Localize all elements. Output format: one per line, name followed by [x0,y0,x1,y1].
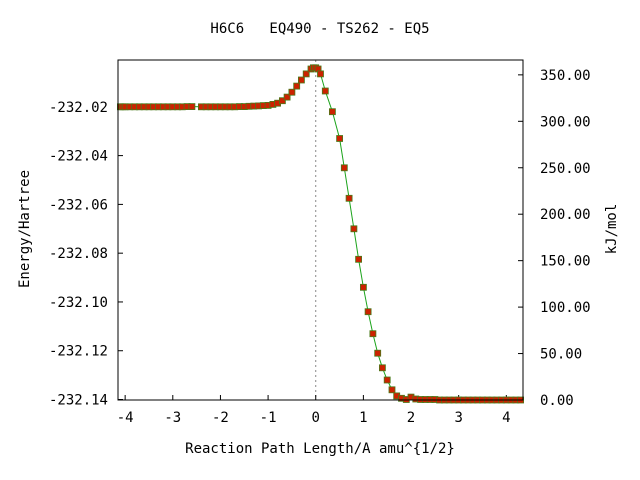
x-tick-label: -4 [117,410,134,426]
x-tick-label: 0 [312,410,320,426]
data-point [293,82,301,90]
data-point [364,308,372,316]
y-tick-label: -232.10 [49,295,108,311]
y2-tick-label: 150.00 [540,254,591,270]
data-point [355,255,363,263]
data-point [302,70,310,78]
y2-tick-label: 300.00 [540,114,591,130]
y-tick-label: -232.06 [49,197,108,213]
data-point [278,97,286,105]
data-point [345,194,353,202]
data-point [328,108,336,116]
chart-title: H6C6 EQ490 - TS262 - EQ5 [210,21,429,37]
data-point [317,70,324,78]
x-tick-label: 2 [407,410,415,426]
data-point [288,88,296,96]
x-ticks: -4 -3 -2 -1 0 1 2 3 4 [117,395,511,426]
data-point [369,330,377,338]
x-tick-label: 3 [454,410,462,426]
y2-tick-label: 100.00 [540,300,591,316]
x-tick-label: -1 [260,410,277,426]
data-point [340,164,348,172]
y2-tick-label: 0.00 [540,393,574,409]
x-tick-label: -2 [212,410,229,426]
y2-tick-label: 50.00 [540,347,582,363]
data-point [383,376,391,384]
data-point [336,135,344,142]
data-point [297,76,305,84]
y-ticks-left: -232.02 -232.04 -232.06 -232.08 -232.10 -232.… [49,100,123,409]
y-tick-label: -232.14 [49,393,108,409]
y-tick-label: -232.08 [49,246,108,262]
data-point [378,364,386,372]
x-axis-label: Reaction Path Length/A amu^{1/2} [185,441,455,457]
y-tick-label: -232.04 [49,149,108,165]
series-curve-group [120,67,521,401]
data-point [359,283,367,291]
series-curve [120,67,521,401]
data-point [321,87,329,95]
plot-frame [117,59,524,401]
y-axis-label-left: Energy/Hartree [17,170,33,288]
y-axis-label-right: kJ/mol [604,204,620,255]
data-point [350,225,358,233]
data-points [117,64,524,404]
y2-tick-label: 200.00 [540,207,591,223]
y-tick-label: -232.02 [49,100,108,116]
y2-tick-label: 250.00 [540,161,591,177]
y-ticks-right: 0.00 50.00 100.00 150.00 200.00 250.00 300.00 3… [518,68,591,409]
y-tick-label: -232.12 [49,344,108,360]
x-tick-label: 4 [502,410,510,426]
x-tick-label: 1 [359,410,367,426]
data-point [283,93,291,101]
data-point [388,386,396,394]
x-tick-label: -3 [164,410,181,426]
y2-tick-label: 350.00 [540,68,591,84]
data-point [374,349,382,357]
data-point [188,103,196,110]
